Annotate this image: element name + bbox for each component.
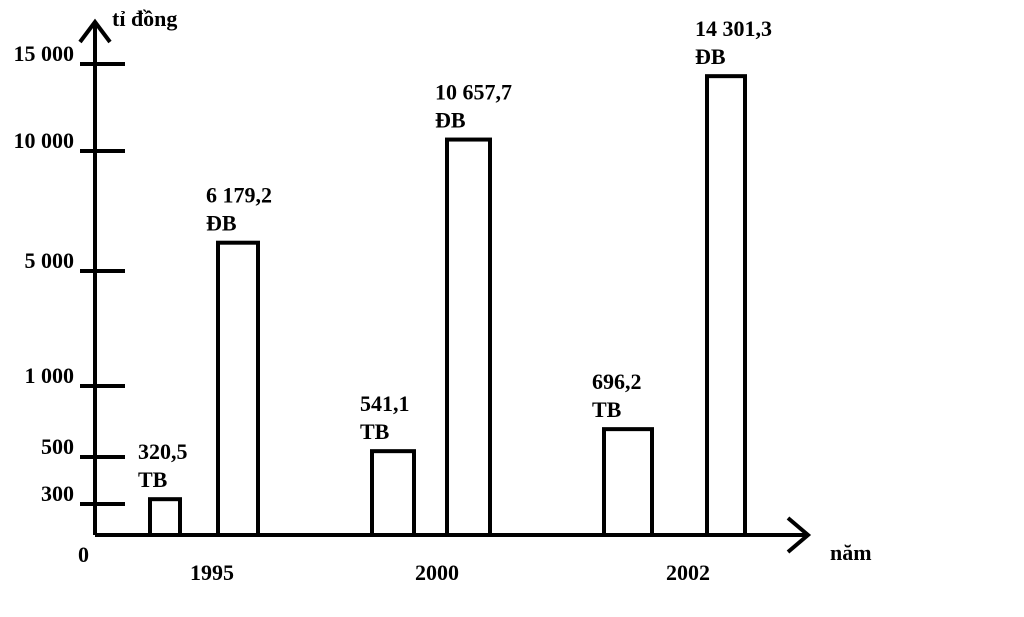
x-tick-label: 2000 [415,560,459,585]
y-arrow [78,18,112,44]
series-label: ĐB [695,44,726,69]
value-label: 14 301,3 [695,16,772,41]
bar [602,427,654,537]
series-label: ĐB [206,211,237,236]
y-tick-label: 15 000 [14,41,75,66]
y-tick-label: 10 000 [14,128,75,153]
value-label: 696,2 [592,369,642,394]
y-tick-label: 1 000 [25,363,75,388]
y-tick-label: 5 000 [25,248,75,273]
series-label: TB [138,467,168,492]
bar [216,240,260,538]
value-label: 6 179,2 [206,183,272,208]
value-label: 10 657,7 [435,80,512,105]
x-arrow [786,516,812,554]
value-label: 541,1 [360,391,410,416]
y-tick-label: 500 [41,434,74,459]
bar [705,74,747,537]
y-tick-label: 300 [41,481,74,506]
x-tick-label: 1995 [190,560,234,585]
series-label: TB [360,419,390,444]
y-tick-label: 0 [78,542,89,567]
x-tick-label: 2002 [666,560,710,585]
y-axis-label: tỉ đồng [112,6,177,31]
series-label: TB [592,397,622,422]
bar [148,497,182,537]
value-label: 320,5 [138,439,188,464]
bar [445,137,492,537]
series-label: ĐB [435,108,466,133]
x-axis-label: năm [830,540,872,565]
bar [370,449,416,537]
